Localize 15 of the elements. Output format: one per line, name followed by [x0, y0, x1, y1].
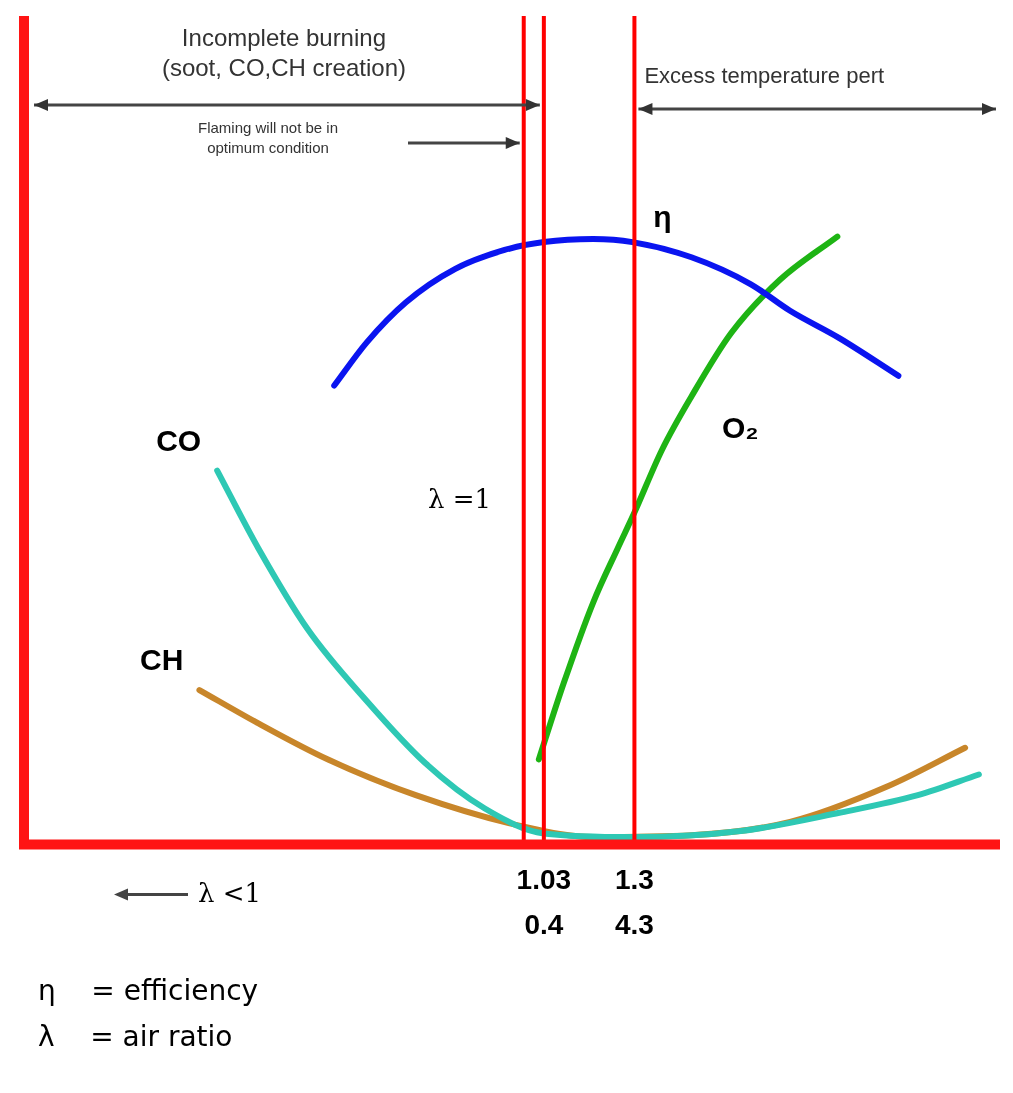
series-label: CO — [156, 423, 202, 457]
text: 4.3 — [614, 909, 654, 941]
series-label: O₂ — [721, 411, 759, 445]
annotation: λ =1 — [428, 484, 492, 514]
text: Excess temperature pert — [644, 63, 885, 88]
text: Incomplete burning (soot, CO,CH creation) — [161, 24, 406, 81]
text: 0.4 — [524, 909, 564, 941]
series-label: CH — [140, 643, 184, 677]
series-label: η — [653, 200, 672, 234]
text: λ <1 — [198, 878, 262, 909]
x-tick-label: 1.03 — [516, 863, 572, 895]
x-tick-label: 1.3 — [614, 863, 654, 895]
text: λ = air ratio — [38, 1019, 234, 1055]
text: η = efficiency — [38, 973, 260, 1009]
text: Flaming will not be in optimum condition — [197, 119, 339, 156]
